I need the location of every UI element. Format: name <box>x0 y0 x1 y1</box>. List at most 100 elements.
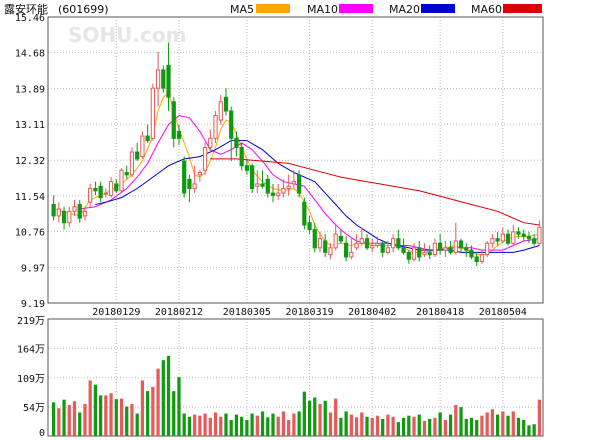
volume-bar <box>495 414 500 436</box>
candle <box>344 236 349 262</box>
candle-body <box>249 165 255 190</box>
candlesticks <box>51 42 542 267</box>
volume-bar <box>417 414 421 436</box>
candle-body <box>380 242 385 253</box>
volume-tick-label: 0 <box>39 428 45 439</box>
candle-body <box>328 247 333 256</box>
candle <box>495 231 500 246</box>
volume-bar <box>187 416 192 436</box>
candle <box>140 131 145 159</box>
candle-body <box>197 172 202 176</box>
candle-body <box>208 137 213 148</box>
candle <box>349 238 354 260</box>
candle-body <box>406 251 411 260</box>
candle <box>443 240 448 257</box>
candle-body <box>244 165 249 171</box>
candle-body <box>124 172 129 176</box>
volume-bar <box>375 415 380 436</box>
volume-bar <box>182 413 186 436</box>
volume-bar <box>109 393 113 436</box>
candle <box>260 170 265 189</box>
watermark: SOHU.com <box>68 23 186 47</box>
volume-bar <box>480 415 484 436</box>
price-tick-label: 13.11 <box>15 120 45 131</box>
legend-label-ma60: MA60 <box>471 3 502 16</box>
volume-bar <box>172 391 176 436</box>
volume-bar <box>407 415 411 436</box>
volume-bar <box>219 416 223 436</box>
volume-bar <box>323 400 327 436</box>
volume-bar <box>271 413 275 436</box>
legend-swatch-ma60 <box>503 4 542 13</box>
candle-body <box>511 231 516 244</box>
volume-bar <box>334 398 338 436</box>
candle <box>328 243 333 260</box>
candle <box>359 227 364 246</box>
candle-body <box>150 87 155 139</box>
candle-body <box>155 69 161 89</box>
candle-body <box>344 242 349 258</box>
candle-body <box>135 151 140 160</box>
candle-body <box>438 242 443 251</box>
price-tick-label: 11.54 <box>15 192 45 203</box>
candle-body <box>516 231 521 235</box>
candle-body <box>500 233 505 242</box>
legend-label-ma20: MA20 <box>389 3 420 16</box>
price-tick-label: 12.32 <box>15 156 45 167</box>
candle <box>108 177 114 198</box>
volume-bar <box>135 413 139 436</box>
candle-body <box>260 183 265 187</box>
candle <box>77 199 82 223</box>
candle <box>244 158 249 175</box>
candle-body <box>505 233 511 244</box>
candle <box>56 202 61 223</box>
candle-body <box>176 130 182 139</box>
volume-bar <box>485 412 489 436</box>
candle <box>438 234 443 255</box>
candle <box>291 170 297 189</box>
candle <box>485 240 490 257</box>
legend-label-ma10: MA10 <box>307 3 338 16</box>
candle <box>422 243 427 257</box>
candle <box>67 206 72 228</box>
candle-body <box>187 178 192 190</box>
price-tick-label: 14.68 <box>15 49 45 60</box>
candle <box>135 142 140 162</box>
volume-bar <box>475 419 479 436</box>
volume-bar <box>365 416 369 436</box>
legend-swatch-ma10 <box>339 4 373 13</box>
candle-body <box>537 226 542 244</box>
candle <box>338 229 344 244</box>
candle-body <box>349 251 354 258</box>
candle-body <box>385 247 391 253</box>
candle <box>385 240 391 255</box>
candle <box>255 170 260 194</box>
volume-bar <box>360 412 364 436</box>
candle <box>51 195 56 221</box>
ma-line-ma60 <box>210 158 540 226</box>
candle-body <box>312 229 317 249</box>
candle <box>432 238 438 257</box>
candle-body <box>72 206 77 212</box>
volume-tick-label: 54万 <box>23 403 45 414</box>
date-tick-label: 20180402 <box>348 307 396 318</box>
candle-body <box>239 146 244 167</box>
ma-line-ma20 <box>95 140 540 253</box>
stock-name: 露安环能 <box>4 2 48 16</box>
volume-bar <box>532 424 536 436</box>
candle-body <box>427 251 432 256</box>
volume-bar <box>459 407 463 436</box>
volume-bar <box>99 395 103 436</box>
candle <box>202 142 208 175</box>
candle-body <box>396 238 401 249</box>
volume-bar <box>506 415 510 436</box>
volume-bar <box>83 403 87 436</box>
legend-swatch-ma20 <box>421 4 455 13</box>
volume-bar <box>88 380 92 436</box>
volume-bar <box>297 411 301 436</box>
candle-body <box>458 240 464 249</box>
candle <box>270 183 276 203</box>
candle-body <box>161 69 166 89</box>
candle-body <box>359 238 364 244</box>
